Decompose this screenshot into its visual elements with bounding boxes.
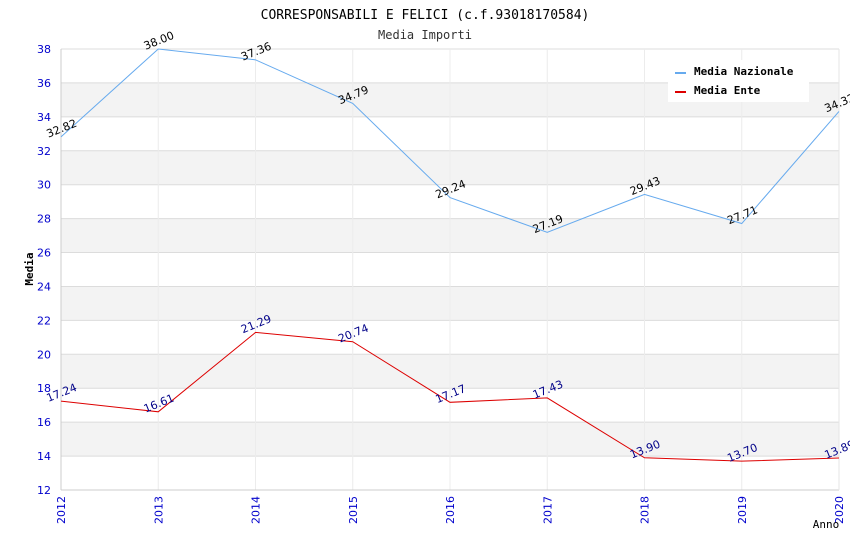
- y-tick-label: 34: [37, 111, 51, 124]
- x-tick-label: 2015: [347, 496, 360, 524]
- x-axis-label: Anno: [813, 518, 840, 531]
- legend-box: [668, 60, 809, 102]
- series-line-0: [60, 48, 840, 233]
- y-tick-label: 12: [37, 484, 51, 497]
- series-lines: [60, 48, 840, 462]
- y-tick-label: 24: [37, 280, 51, 293]
- chart-title: CORRESPONSABILI E FELICI (c.f.9301817058…: [261, 8, 590, 23]
- x-tick-label: 2020: [833, 496, 846, 524]
- series-line-1: [60, 331, 840, 462]
- y-tick-label: 18: [37, 382, 51, 395]
- y-tick-label: 36: [37, 77, 51, 90]
- y-tick-label: 14: [37, 450, 51, 463]
- legend-label-nazionale: Media Nazionale: [694, 65, 794, 78]
- x-tick-label: 2012: [55, 496, 68, 524]
- legend-label-ente: Media Ente: [694, 84, 761, 97]
- x-tick-label: 2017: [541, 496, 554, 524]
- y-tick-label: 28: [37, 213, 51, 226]
- y-tick-label: 26: [37, 247, 51, 260]
- y-axis-label: Media: [23, 252, 36, 285]
- x-tick-label: 2019: [736, 496, 749, 524]
- y-tick-label: 20: [37, 348, 51, 361]
- x-tick-label: 2014: [250, 496, 263, 524]
- x-tick-label: 2018: [639, 496, 652, 524]
- data-label: 16.61: [142, 392, 176, 416]
- x-tick-labels: 2012 2013 2014 2015 2016 2017 2018 2019 2020: [55, 496, 846, 524]
- y-tick-label: 22: [37, 314, 51, 327]
- y-tick-label: 38: [37, 43, 51, 56]
- x-tick-label: 2016: [444, 496, 457, 524]
- y-tick-labels: 12 14 16 18 20 22 24 26 28 30 32 34 36 38: [37, 43, 51, 497]
- axes: [60, 49, 840, 491]
- legend: Media Nazionale Media Ente: [668, 60, 809, 102]
- y-tick-label: 30: [37, 179, 51, 192]
- x-tick-label: 2013: [152, 496, 165, 524]
- y-tick-label: 32: [37, 145, 51, 158]
- chart-subtitle: Media Importi: [378, 28, 472, 42]
- y-tick-label: 16: [37, 416, 51, 429]
- gridlines: [61, 48, 839, 491]
